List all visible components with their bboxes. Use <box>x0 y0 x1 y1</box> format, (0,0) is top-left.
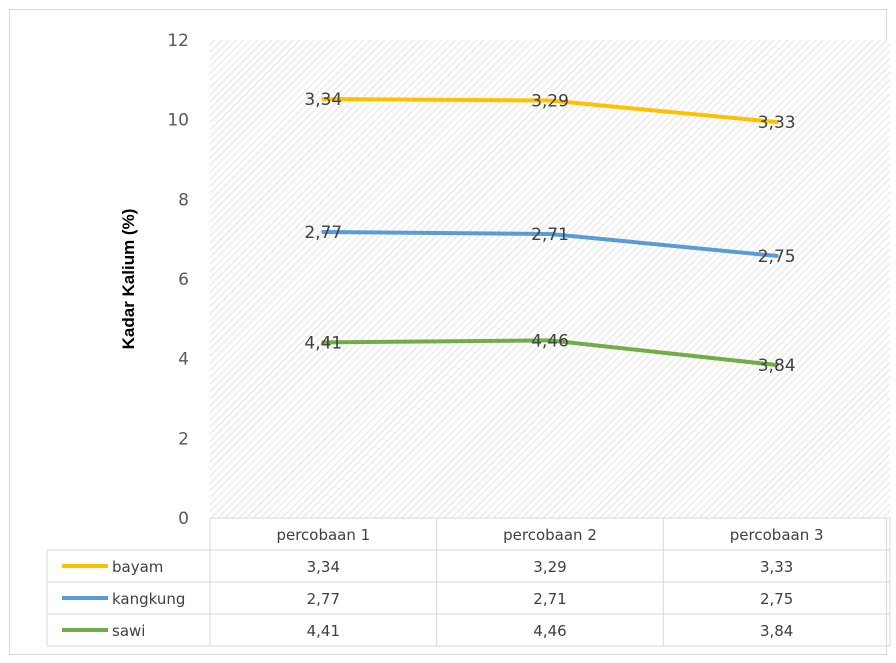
data-label: 3,84 <box>758 356 796 376</box>
data-label: 2,71 <box>531 225 569 245</box>
x-category-label: percobaan 2 <box>503 526 597 544</box>
y-tick-label: 12 <box>167 31 189 51</box>
table-cell: 3,29 <box>533 558 566 576</box>
data-label: 2,77 <box>304 223 342 243</box>
legend-label: sawi <box>112 622 145 640</box>
data-label: 3,34 <box>304 90 342 110</box>
data-label: 4,46 <box>531 331 569 351</box>
table-cell: 2,71 <box>533 590 566 608</box>
y-tick-label: 8 <box>178 190 189 210</box>
x-category-label: percobaan 1 <box>276 526 370 544</box>
y-axis-label: Kadar Kalium (%) <box>119 209 138 350</box>
table-cell: 2,77 <box>307 590 340 608</box>
y-tick-label: 6 <box>178 270 189 290</box>
series-line-bayam <box>321 96 779 125</box>
table-cell: 3,33 <box>760 558 793 576</box>
legend-label: bayam <box>112 558 163 576</box>
x-category-label: percobaan 3 <box>730 526 824 544</box>
data-label: 2,75 <box>758 247 796 267</box>
y-tick-label: 0 <box>178 509 189 529</box>
table-cell: 4,46 <box>533 622 566 640</box>
table-cell: 2,75 <box>760 590 793 608</box>
series-line-kangkung <box>321 229 779 258</box>
plot-area <box>210 40 890 518</box>
data-label: 3,33 <box>758 113 796 133</box>
y-tick-label: 2 <box>178 429 189 449</box>
data-label: 4,41 <box>304 333 342 353</box>
table-cell: 3,84 <box>760 622 793 640</box>
y-tick-label: 10 <box>167 111 189 131</box>
legend-label: kangkung <box>112 590 185 608</box>
y-tick-label: 4 <box>178 350 189 370</box>
data-label: 3,29 <box>531 92 569 112</box>
series-line-sawi <box>321 338 779 368</box>
table-cell: 3,34 <box>307 558 340 576</box>
table-cell: 4,41 <box>307 622 340 640</box>
